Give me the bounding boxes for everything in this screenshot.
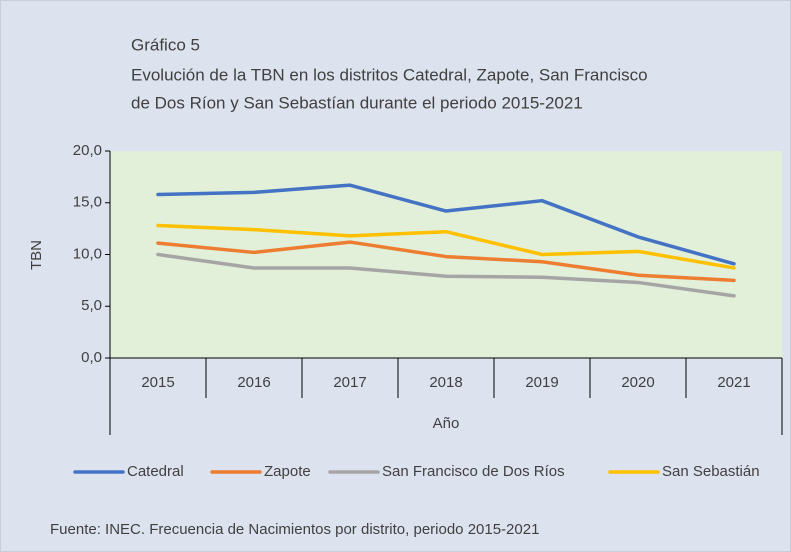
x-tick-label: 2021 [717,374,750,391]
source-note: Fuente: INEC. Frecuencia de Nacimientos … [50,521,539,538]
legend-label: Zapote [264,463,311,480]
data-line [156,240,736,283]
data-line [156,252,736,298]
y-tick-label: 15,0 [73,194,102,211]
x-tick-label: 2015 [141,374,174,391]
legend-label: San Sebastián [662,463,760,480]
x-tick-label: 2017 [333,374,366,391]
chart-subtitle: de Dos Ríon y San Sebastían durante el p… [131,93,583,112]
data-line [156,183,736,266]
x-axis-label: Año [433,415,460,432]
chart-subtitle: Evolución de la TBN en los distritos Cat… [131,65,648,84]
data-line [156,223,736,270]
y-tick-label: 10,0 [73,245,102,262]
x-tick-label: 2020 [621,374,654,391]
y-tick-label: 0,0 [81,349,102,366]
legend-label: Catedral [127,463,184,480]
chart-title: Gráfico 5 [131,35,200,54]
legend-label: San Francisco de Dos Ríos [382,463,565,480]
y-tick-label: 5,0 [81,297,102,314]
x-tick-label: 2019 [525,374,558,391]
plot-area [110,151,782,358]
x-tick-label: 2018 [429,374,462,391]
y-axis-label: TBN [28,240,45,270]
y-tick-label: 20,0 [73,142,102,159]
x-tick-label: 2016 [237,374,270,391]
